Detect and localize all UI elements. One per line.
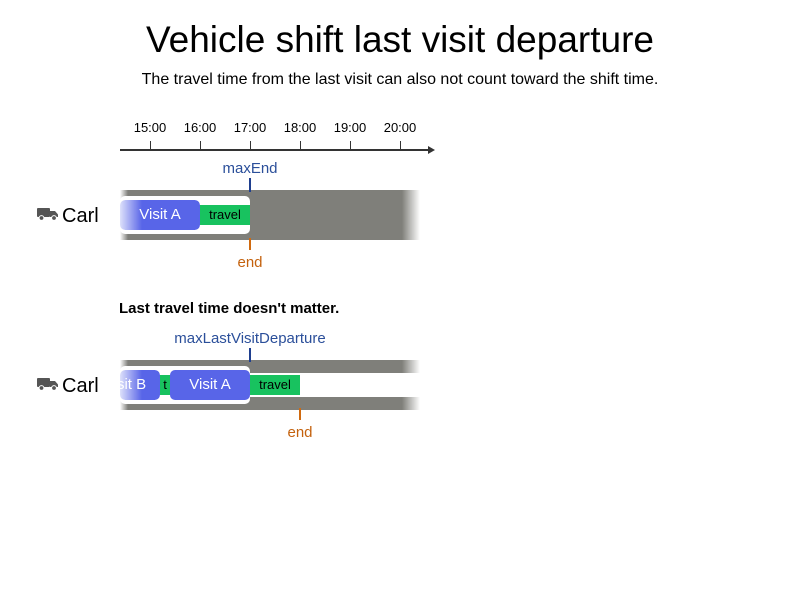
visit-a: Visit A: [120, 200, 200, 230]
travel-short-segment: t: [160, 375, 170, 395]
max-last-visit-departure-label: maxLastVisitDeparture: [174, 330, 326, 347]
page-title: Vehicle shift last visit departure: [146, 19, 654, 60]
end-label: end: [287, 424, 313, 441]
tick-label: 18:00: [283, 120, 317, 135]
axis-tick: [150, 141, 151, 150]
visit-a: Visit A: [170, 370, 250, 400]
axis-tick: [350, 141, 351, 150]
max-end-marker: [249, 178, 251, 192]
axis-tick: [300, 141, 301, 150]
axis-tick: [200, 141, 201, 150]
travel-segment: travel: [250, 375, 300, 395]
truck-icon: [37, 378, 58, 391]
axis-arrow-icon: [428, 146, 435, 154]
axis-tick: [250, 141, 251, 150]
tick-label: 15:00: [133, 120, 167, 135]
tick-label: 20:00: [383, 120, 417, 135]
end-marker: [299, 408, 301, 420]
travel-segment: travel: [200, 205, 250, 225]
visit-b-label: Visit B: [120, 376, 147, 393]
tick-label: 19:00: [333, 120, 367, 135]
vehicle-name: Carl: [62, 375, 99, 397]
axis-tick: [400, 141, 401, 150]
max-last-visit-departure-marker: [249, 348, 251, 362]
visit-b: Visit B: [120, 370, 160, 400]
truck-icon: [37, 208, 58, 221]
axis-line: [120, 149, 430, 151]
page-subtitle: The travel time from the last visit can …: [141, 71, 659, 88]
tick-label: 16:00: [183, 120, 217, 135]
end-label: end: [237, 254, 263, 271]
tick-label: 17:00: [233, 120, 267, 135]
vehicle-name: Carl: [62, 205, 99, 227]
note-text: Last travel time doesn't matter.: [119, 300, 340, 317]
max-end-label: maxEnd: [222, 160, 278, 177]
end-marker: [249, 238, 251, 250]
